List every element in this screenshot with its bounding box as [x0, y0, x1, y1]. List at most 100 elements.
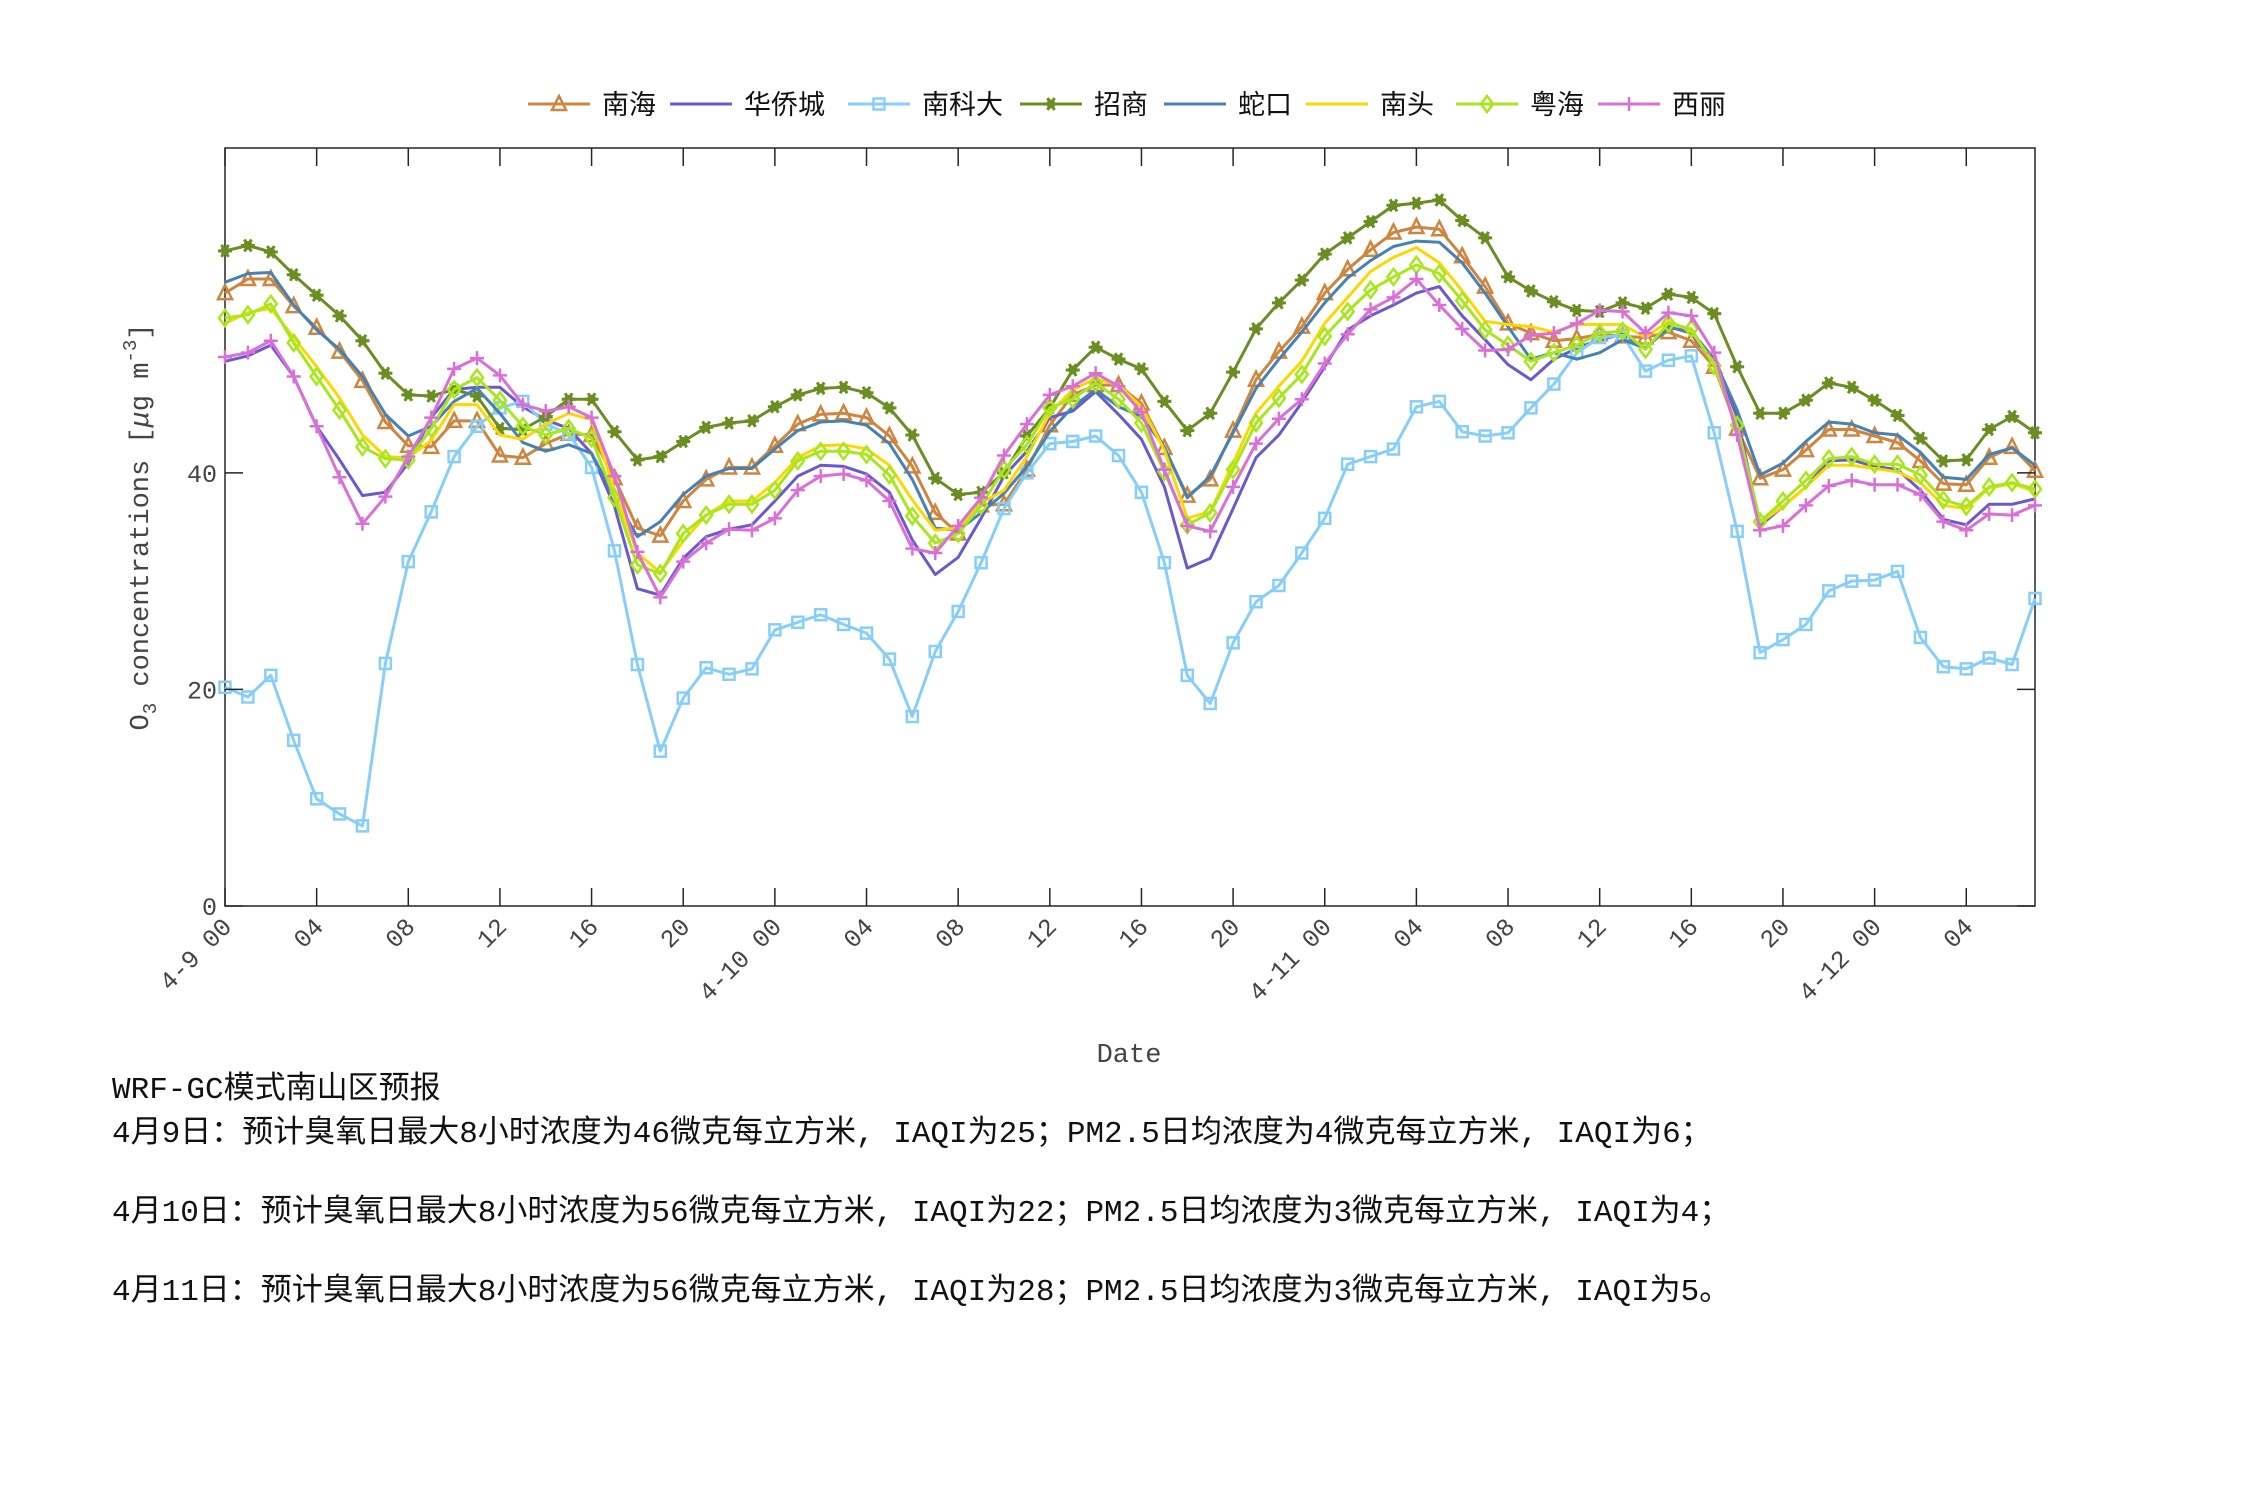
plus-marker	[1271, 411, 1286, 426]
y-label-mu: μ	[127, 411, 157, 428]
plus-marker	[309, 419, 324, 434]
diamond-marker	[309, 366, 325, 387]
hexagram-marker	[1317, 247, 1332, 261]
plus-marker	[653, 590, 668, 605]
square-marker	[745, 662, 759, 676]
y-label-unit: g m	[127, 363, 157, 412]
hexagram-marker	[1294, 273, 1309, 287]
hexagram-marker	[218, 244, 232, 258]
diamond-marker	[1110, 389, 1127, 410]
x-tick-label: 16	[1113, 913, 1155, 955]
y-label-sup: -3	[120, 340, 142, 363]
plus-marker	[1180, 518, 1195, 533]
hexagram-marker	[584, 392, 599, 406]
square-marker	[1111, 448, 1126, 463]
hexagram-marker	[1409, 196, 1424, 210]
hexagram-marker	[836, 380, 851, 395]
diamond-marker	[1844, 446, 1860, 467]
triangle-marker	[1842, 418, 1861, 437]
series-8	[218, 272, 2042, 605]
square-marker	[1203, 696, 1217, 711]
hexagram-marker	[1044, 97, 1058, 111]
diamond-marker	[492, 390, 508, 411]
square-marker	[1890, 564, 1905, 579]
triangle-marker	[445, 410, 464, 429]
y-axis-label: O3 concentrations [μg m-3]	[120, 324, 162, 731]
report-line-day2: 4月10日：预计臭氧日最大8小时浓度为56微克每立方米, IAQI为22；PM2…	[112, 1196, 1731, 1231]
hexagram-marker	[1821, 376, 1836, 390]
plus-marker	[722, 522, 737, 537]
plus-marker	[1042, 387, 1057, 402]
legend-label: 招商	[1094, 90, 1148, 121]
hexagram-marker	[1913, 431, 1928, 445]
square-marker	[1684, 349, 1699, 363]
plus-marker	[996, 448, 1011, 463]
plus-marker	[813, 469, 828, 484]
plus-marker	[607, 469, 622, 484]
plus-marker	[1936, 514, 1951, 529]
plus-marker	[928, 545, 943, 560]
triangle-marker	[1957, 473, 1976, 493]
square-marker	[241, 690, 255, 704]
plus-marker	[1478, 343, 1493, 358]
diamond-marker	[217, 307, 233, 329]
square-marker	[1707, 426, 1721, 440]
series-5	[224, 239, 2036, 539]
diamond-marker	[858, 444, 875, 465]
diamond-marker	[606, 487, 623, 508]
report-line-day1: 4月9日：预计臭氧日最大8小时浓度为46微克每立方米, IAQI为25；PM2.…	[112, 1117, 1712, 1152]
y-tick-label: 20	[187, 677, 217, 706]
plus-marker	[1798, 498, 1813, 513]
triangle-marker	[1819, 418, 1838, 437]
square-marker	[309, 792, 324, 806]
triangle-marker	[2025, 459, 2045, 478]
plus-marker	[1363, 302, 1378, 317]
triangle-marker	[1407, 216, 1426, 235]
triangle-marker	[215, 282, 235, 301]
series-line	[224, 239, 2036, 539]
triangle-marker	[376, 411, 395, 430]
diamond-marker	[515, 416, 531, 437]
hexagram-marker	[790, 388, 805, 402]
legend-label: 粤海	[1530, 90, 1584, 121]
x-tick-label: 4-10 00	[694, 913, 789, 1008]
diamond-marker	[1958, 496, 1974, 517]
plus-marker	[218, 349, 232, 364]
hexagram-marker	[1455, 213, 1470, 228]
diamond-marker	[584, 428, 600, 449]
plus-marker	[1592, 303, 1607, 318]
square-marker	[1867, 573, 1882, 587]
square-marker	[791, 615, 805, 630]
diamond-marker	[1088, 372, 1104, 394]
square-marker	[1432, 394, 1447, 409]
square-marker	[1157, 555, 1172, 570]
diamond-marker	[1546, 342, 1562, 363]
square-marker	[813, 607, 828, 622]
plus-marker	[492, 368, 507, 383]
hexagram-marker	[263, 245, 278, 259]
triangle-marker	[926, 502, 945, 521]
x-axis-label: Date	[1097, 1041, 1162, 1071]
diamond-marker	[1889, 454, 1906, 475]
plus-marker	[1523, 328, 1538, 343]
diamond-marker	[1935, 489, 1951, 511]
hexagram-marker	[1661, 287, 1676, 301]
square-marker	[630, 657, 645, 672]
triangle-marker	[1315, 282, 1334, 301]
hexagram-marker	[1157, 394, 1172, 409]
square-marker	[1501, 426, 1515, 440]
triangle-marker	[651, 524, 670, 543]
square-marker	[378, 656, 393, 671]
plus-marker	[1386, 290, 1401, 305]
plus-marker	[424, 410, 439, 425]
diamond-marker	[675, 523, 691, 544]
hexagram-marker	[1203, 406, 1218, 421]
series-line	[224, 285, 2036, 597]
series-1	[215, 216, 2045, 543]
square-marker	[1776, 632, 1790, 647]
square-marker	[1982, 651, 1996, 665]
diamond-marker	[2004, 472, 2020, 493]
hexagram-marker	[699, 420, 714, 435]
diamond-marker	[354, 436, 371, 457]
